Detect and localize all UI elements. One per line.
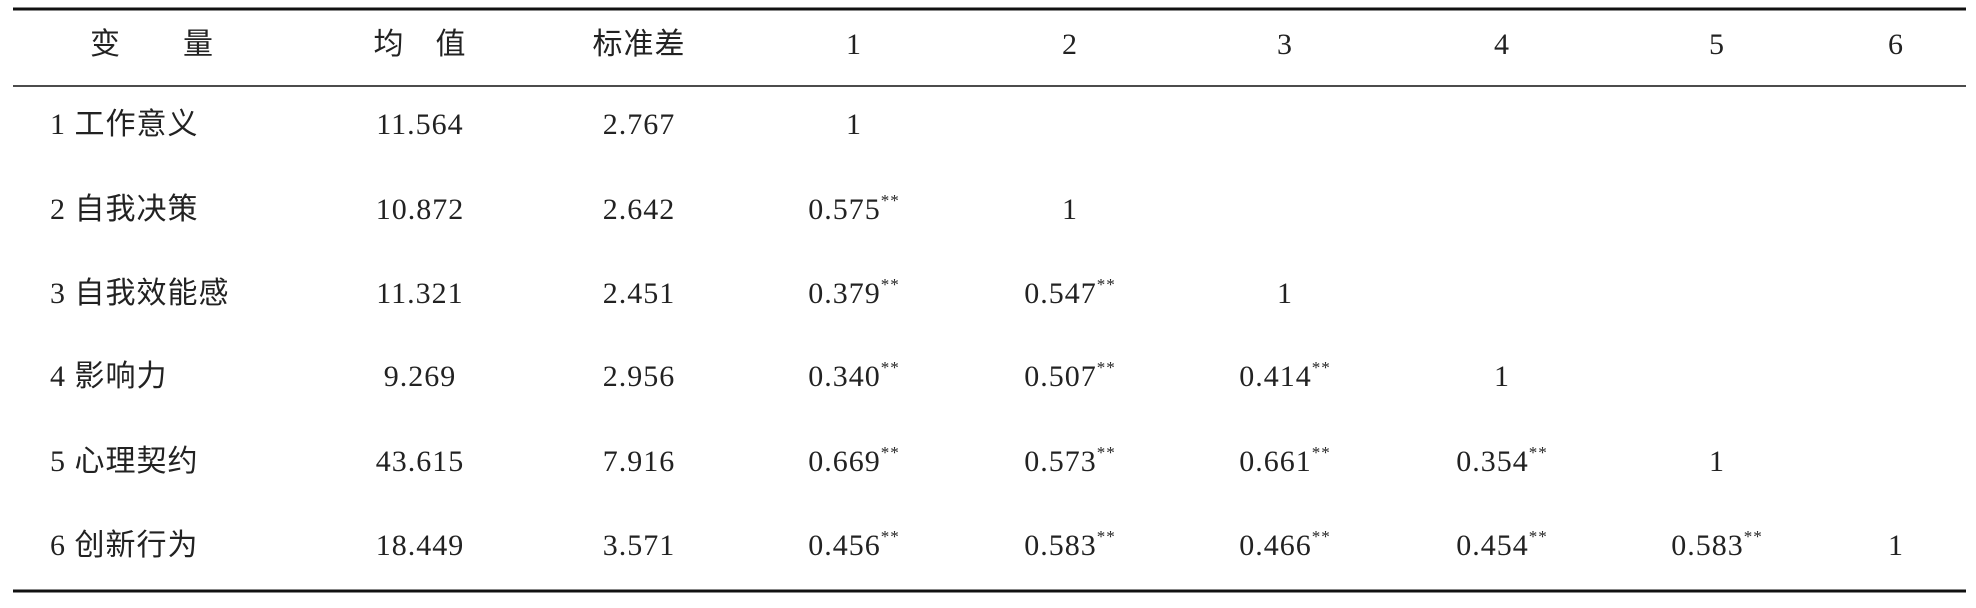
header-cell: 4 [1494,28,1510,61]
significance: ** [1312,443,1331,462]
coefficient: 0.340 [808,360,881,393]
header-cell: 5 [1709,28,1725,61]
header-cell: 标准差 [593,28,686,61]
correlation-cell: 0.379** [808,275,900,310]
correlation-cell: 0.414** [1239,358,1331,393]
cell: 10.872 [376,193,465,226]
coefficient: 0.583 [1024,529,1097,562]
correlation-cell: 0.575** [808,191,900,226]
significance: ** [881,443,900,462]
significance: ** [881,358,900,377]
header-cell: 1 [846,28,862,61]
significance: ** [1097,443,1116,462]
cell: 2.642 [603,193,676,226]
coefficient: 0.354 [1456,445,1529,478]
correlation-cell: 0.354** [1456,443,1548,478]
header-cell: 变 量 [90,28,214,61]
coefficient: 0.669 [808,445,881,478]
significance: ** [1312,527,1331,546]
significance: ** [881,191,900,210]
significance: ** [1097,527,1116,546]
cell: 18.449 [376,529,465,562]
cell: 7.916 [603,445,676,478]
cell: 2.451 [603,277,676,310]
cell: 43.615 [376,445,465,478]
correlation-cell: 0.661** [1239,443,1331,478]
row-label: 6 创新行为 [50,529,199,562]
cell: 1 [1062,193,1078,226]
cell: 1 [1709,445,1725,478]
significance: ** [1529,527,1548,546]
correlation-cell: 0.583** [1024,527,1116,562]
significance: ** [1529,443,1548,462]
coefficient: 0.507 [1024,360,1097,393]
coefficient: 0.379 [808,277,881,310]
correlation-cell: 0.573** [1024,443,1116,478]
cell: 9.269 [384,360,457,393]
significance: ** [1097,358,1116,377]
correlation-cell: 0.456** [808,527,900,562]
coefficient: 0.466 [1239,529,1312,562]
cell: 2.767 [603,108,676,141]
coefficient: 0.456 [808,529,881,562]
coefficient: 0.454 [1456,529,1529,562]
significance: ** [1744,527,1763,546]
row-label: 1 工作意义 [50,108,199,141]
row-label: 5 心理契约 [50,445,199,478]
significance: ** [1312,358,1331,377]
significance: ** [881,275,900,294]
significance: ** [881,527,900,546]
correlation-cell: 0.547** [1024,275,1116,310]
coefficient: 0.583 [1671,529,1744,562]
cell: 2.956 [603,360,676,393]
header-cell: 均 值 [374,28,467,61]
cell: 1 [1888,529,1904,562]
cell: 3.571 [603,529,676,562]
row-label: 2 自我决策 [50,193,199,226]
correlation-cell: 0.466** [1239,527,1331,562]
cell: 1 [1494,360,1510,393]
row-label: 3 自我效能感 [50,277,230,310]
correlation-cell: 0.669** [808,443,900,478]
cell: 1 [1277,277,1293,310]
header-cell: 2 [1062,28,1078,61]
coefficient: 0.661 [1239,445,1312,478]
correlation-cell: 0.507** [1024,358,1116,393]
correlation-cell: 0.454** [1456,527,1548,562]
significance: ** [1097,275,1116,294]
coefficient: 0.414 [1239,360,1312,393]
coefficient: 0.575 [808,193,881,226]
coefficient: 0.547 [1024,277,1097,310]
row-label: 4 影响力 [50,360,168,393]
cell: 11.321 [376,277,463,310]
header-cell: 3 [1277,28,1293,61]
cell: 11.564 [376,108,463,141]
correlation-cell: 0.340** [808,358,900,393]
correlation-cell: 0.583** [1671,527,1763,562]
cell: 1 [846,108,862,141]
coefficient: 0.573 [1024,445,1097,478]
header-cell: 6 [1888,28,1904,61]
